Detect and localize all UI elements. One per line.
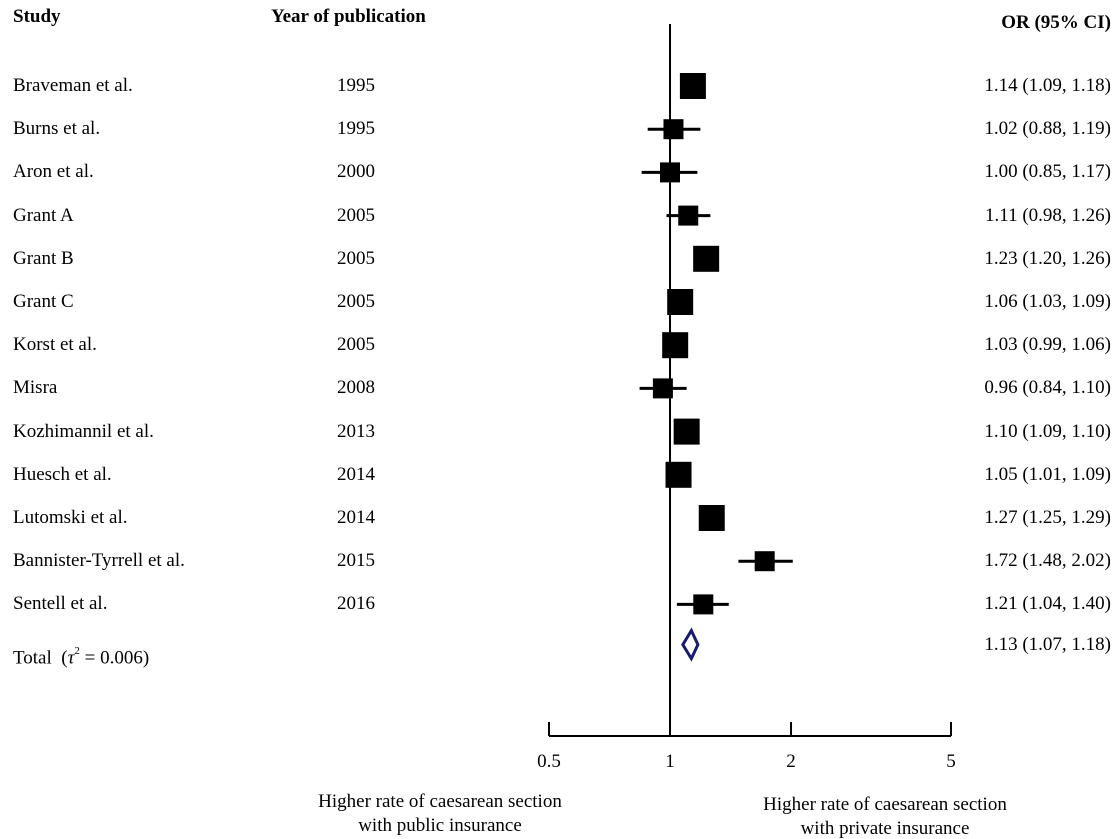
footer-right: Higher rate of caesarean section with pr… (735, 793, 1035, 839)
study-year: 2013 (337, 420, 375, 442)
point-estimate-square (754, 551, 775, 572)
study-year: 2005 (337, 204, 375, 226)
study-year: 2005 (337, 291, 375, 312)
study-year: 2000 (337, 161, 375, 183)
point-estimate-square (678, 205, 699, 226)
point-estimate-square (673, 418, 700, 445)
study-or-ci: 1.05 (1.01, 1.09) (984, 463, 1111, 485)
study-or-ci: 1.10 (1.09, 1.10) (984, 420, 1111, 442)
study-year: 1995 (337, 118, 375, 140)
study-or-ci: 1.21 (1.04, 1.40) (984, 593, 1111, 615)
study-name: Sentell et al. (13, 593, 108, 615)
tau-symbol: τ (67, 646, 75, 668)
footer-left-line-2: with public insurance (358, 815, 522, 836)
study-name: Grant C (13, 291, 74, 312)
study-name: Lutomski et al. (13, 507, 128, 528)
study-or-ci: 1.23 (1.20, 1.26) (984, 247, 1111, 269)
header-study: Study (13, 6, 61, 27)
study-or-ci: 1.02 (0.88, 1.19) (984, 118, 1111, 140)
study-or-ci: 1.72 (1.48, 2.02) (984, 550, 1111, 572)
study-year: 2005 (337, 247, 375, 269)
study-year: 2015 (337, 550, 375, 572)
study-or-ci: 1.27 (1.25, 1.29) (984, 507, 1111, 528)
point-estimate-square (693, 594, 714, 615)
study-year: 2008 (337, 377, 375, 399)
point-estimate-square (660, 162, 681, 183)
total-or-ci: 1.13 (1.07, 1.18) (984, 633, 1111, 655)
header-or-ci: OR (95% CI) (1001, 12, 1111, 33)
study-or-ci: 0.96 (0.84, 1.10) (984, 377, 1111, 399)
study-or-ci: 1.03 (0.99, 1.06) (984, 334, 1111, 356)
footer-left: Higher rate of caesarean section with pu… (290, 790, 590, 838)
study-year: 1995 (337, 75, 375, 96)
study-or-ci: 1.06 (1.03, 1.09) (984, 291, 1111, 312)
footer-left-line-1: Higher rate of caesarean section (318, 791, 562, 812)
point-estimate-square (679, 73, 706, 99)
x-tick-label: 0.5 (537, 751, 561, 772)
study-year: 2014 (337, 463, 375, 485)
point-estimate-square (663, 119, 684, 140)
study-year: 2014 (337, 507, 375, 528)
header-year: Year of publication (271, 6, 426, 27)
point-estimate-square (665, 461, 692, 488)
study-name: Grant B (13, 247, 74, 269)
point-estimate-square (662, 332, 689, 359)
study-name: Misra (13, 377, 58, 399)
point-estimate-square (667, 289, 694, 315)
footer-right-line-2: with private insurance (800, 818, 970, 839)
x-tick-label: 1 (665, 751, 675, 772)
total-label: Total (τ2 = 0.006) (13, 642, 149, 669)
study-name: Kozhimannil et al. (13, 420, 154, 442)
study-name: Braveman et al. (13, 75, 133, 96)
total-label-suffix: = 0.006) (79, 646, 150, 668)
study-name: Bannister-Tyrrell et al. (13, 550, 185, 572)
study-name: Korst et al. (13, 334, 97, 356)
total-label-prefix: Total ( (13, 646, 68, 668)
study-or-ci: 1.11 (0.98, 1.26) (985, 204, 1111, 226)
point-estimate-square (693, 245, 720, 272)
study-name: Huesch et al. (13, 463, 112, 485)
study-name: Grant A (13, 204, 74, 226)
study-or-ci: 1.14 (1.09, 1.18) (984, 75, 1111, 96)
pooled-estimate-diamond (681, 627, 700, 662)
study-or-ci: 1.00 (0.85, 1.17) (984, 161, 1111, 183)
study-name: Burns et al. (13, 118, 101, 140)
study-year: 2005 (337, 334, 375, 356)
tau-exponent: 2 (74, 644, 80, 657)
study-year: 2016 (337, 593, 375, 615)
point-estimate-square (698, 505, 725, 531)
point-estimate-square (652, 378, 673, 399)
x-tick-label: 2 (786, 751, 796, 772)
study-name: Aron et al. (13, 161, 94, 183)
x-tick-label: 5 (946, 751, 956, 772)
footer-right-line-1: Higher rate of caesarean section (763, 794, 1007, 815)
